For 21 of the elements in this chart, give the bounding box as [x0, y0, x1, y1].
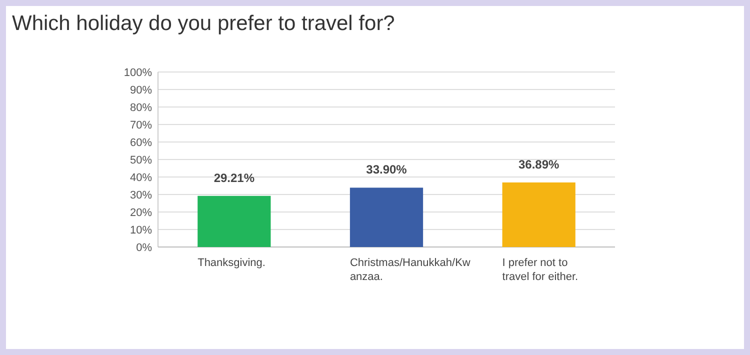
x-tick-label: Thanksgiving.: [198, 257, 266, 269]
y-tick-label: 100%: [124, 66, 152, 79]
y-tick-label: 30%: [130, 189, 152, 202]
data-label: 29.21%: [214, 170, 255, 185]
y-tick-label: 60%: [130, 136, 152, 149]
y-tick-label: 50%: [130, 154, 152, 166]
bar: [350, 188, 424, 247]
x-tick-label: I prefer not to travel for either.: [502, 257, 578, 283]
data-label: 33.90%: [366, 162, 408, 177]
bar: [502, 182, 576, 247]
x-tick-label: Christmas/Hanukkah/Kwanzaa.: [350, 257, 470, 283]
data-label: 36.89%: [518, 157, 560, 172]
y-tick-label: 40%: [130, 172, 152, 184]
y-tick-label: 10%: [130, 224, 152, 236]
y-tick-label: 90%: [130, 84, 152, 96]
y-tick-label: 20%: [130, 206, 152, 219]
bar: [198, 196, 271, 247]
y-tick-label: 80%: [130, 102, 152, 114]
y-tick-label: 0%: [136, 242, 152, 254]
y-tick-label: 70%: [130, 119, 152, 132]
chart-title: Which holiday do you prefer to travel for?: [12, 12, 395, 35]
